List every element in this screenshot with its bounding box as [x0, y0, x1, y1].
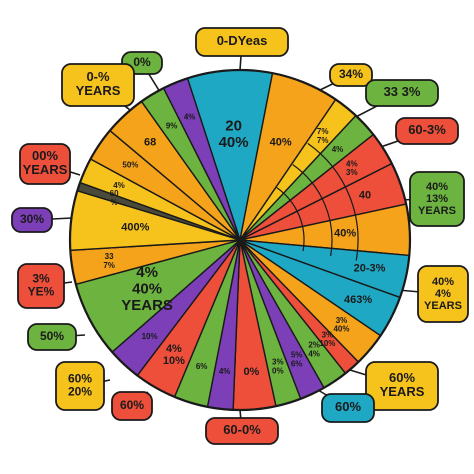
slice-label-16: 6% — [196, 362, 208, 371]
callout-15: 60% YEARS — [365, 361, 439, 411]
callout-16: 60% — [321, 393, 375, 423]
callout-label-2: 0-% YEARS — [76, 69, 121, 98]
callout-label-11: 50% — [40, 329, 64, 343]
slice-label-12: 5% 6% — [291, 351, 303, 369]
slice-label-18: 10% — [142, 332, 158, 341]
slice-label-8: 463% — [344, 294, 372, 306]
callout-box-8 — [11, 207, 53, 233]
callout-6: 00% YEARS — [19, 143, 71, 185]
slice-label-0: 20 40% — [219, 118, 249, 152]
slice-label-21: 400% — [121, 222, 149, 234]
callout-label-15: 60% YEARS — [380, 370, 425, 399]
callout-12: 60% 20% — [55, 361, 105, 411]
inner-ring-2 — [276, 187, 305, 252]
inner-ring-0 — [307, 142, 359, 261]
slice-label-6: 40% — [334, 228, 356, 240]
slice-label-15: 4% — [219, 367, 231, 376]
callout-box-15 — [365, 361, 439, 411]
callout-box-14 — [205, 417, 279, 445]
slice-label-17: 4% 10% — [163, 343, 185, 367]
callout-box-4 — [365, 79, 439, 107]
callout-boxes: 0-DYeas 0% 0-% YEARS 34% 33 3% 60-3% 00% YEARS 40… — [11, 27, 469, 445]
slice-label-3: 4% — [332, 145, 344, 154]
callout-label-13: 60% — [120, 398, 144, 412]
callout-label-12: 60% 20% — [68, 372, 92, 399]
callout-box-10 — [417, 265, 469, 323]
slice-label-1: 40% — [270, 137, 292, 149]
callout-label-0: 0-DYeas — [217, 33, 268, 48]
callout-box-7 — [409, 171, 465, 227]
callout-8: 30% — [11, 207, 53, 233]
callout-box-5 — [395, 117, 459, 145]
slice-label-27: 4% — [184, 113, 196, 122]
pie-slices — [68, 68, 412, 412]
callout-box-9 — [17, 263, 65, 309]
callout-2: 0-% YEARS — [61, 63, 135, 107]
callout-box-0 — [195, 27, 289, 57]
callout-label-6: 00% YEARS — [23, 148, 68, 177]
slice-label-19: 4% 40% YEARS — [121, 264, 173, 314]
callout-box-2 — [61, 63, 135, 107]
callout-label-3: 34% — [339, 67, 363, 81]
callout-label-9: 3% YE% — [28, 272, 55, 299]
slice-label-5: 40 — [359, 190, 371, 202]
callout-label-4: 33 3% — [384, 84, 421, 99]
slice-label-20: 33 7% — [103, 252, 115, 270]
callout-5: 60-3% — [395, 117, 459, 145]
callout-label-14: 60-0% — [223, 422, 261, 437]
slice-label-9: 3% 40% — [333, 316, 349, 334]
slice-label-10: 3% 10% — [319, 330, 335, 348]
callout-box-11 — [27, 323, 77, 351]
callout-14: 60-0% — [205, 417, 279, 445]
callout-13: 60% — [111, 391, 153, 421]
callout-box-16 — [321, 393, 375, 423]
slice-label-24: 50% — [122, 161, 138, 170]
callout-box-6 — [19, 143, 71, 185]
callout-box-13 — [111, 391, 153, 421]
callout-box-3 — [329, 63, 373, 87]
callout-10: 40% 4% YEARS — [417, 265, 469, 323]
callout-9: 3% YE% — [17, 263, 65, 309]
callout-label-8: 30% — [20, 212, 44, 226]
callout-box-12 — [55, 361, 105, 411]
slice-label-22: 60% — [110, 189, 119, 207]
callout-4: 33 3% — [365, 79, 439, 107]
callout-label-7: 40% 13% YEARS — [418, 181, 456, 217]
callout-label-10: 40% 4% YEARS — [424, 276, 462, 312]
callout-label-1: 0% — [133, 55, 151, 69]
callout-0: 0-DYeas — [195, 27, 289, 57]
callout-11: 50% — [27, 323, 77, 351]
pie-rim — [68, 68, 412, 412]
pie-center — [237, 237, 243, 243]
slice-label-25: 68 — [144, 136, 156, 148]
inner-ring-1 — [292, 164, 333, 257]
slice-label-11: 2% 4% — [308, 341, 320, 359]
slice-label-2: 7% 7% — [317, 127, 329, 145]
slice-label-26: 9% — [166, 122, 178, 131]
callout-7: 40% 13% YEARS — [409, 171, 465, 227]
slice-label-7: 20-3% — [354, 263, 386, 275]
callout-3: 34% — [329, 63, 373, 87]
callout-label-16: 60% — [335, 399, 361, 414]
slice-label-23: 4% — [113, 181, 125, 190]
slice-label-13: 3% 0% — [272, 358, 284, 376]
slice-label-14: 0% — [243, 366, 259, 378]
callout-label-5: 60-3% — [408, 122, 446, 137]
slice-label-4: 4% 3% — [346, 159, 358, 177]
